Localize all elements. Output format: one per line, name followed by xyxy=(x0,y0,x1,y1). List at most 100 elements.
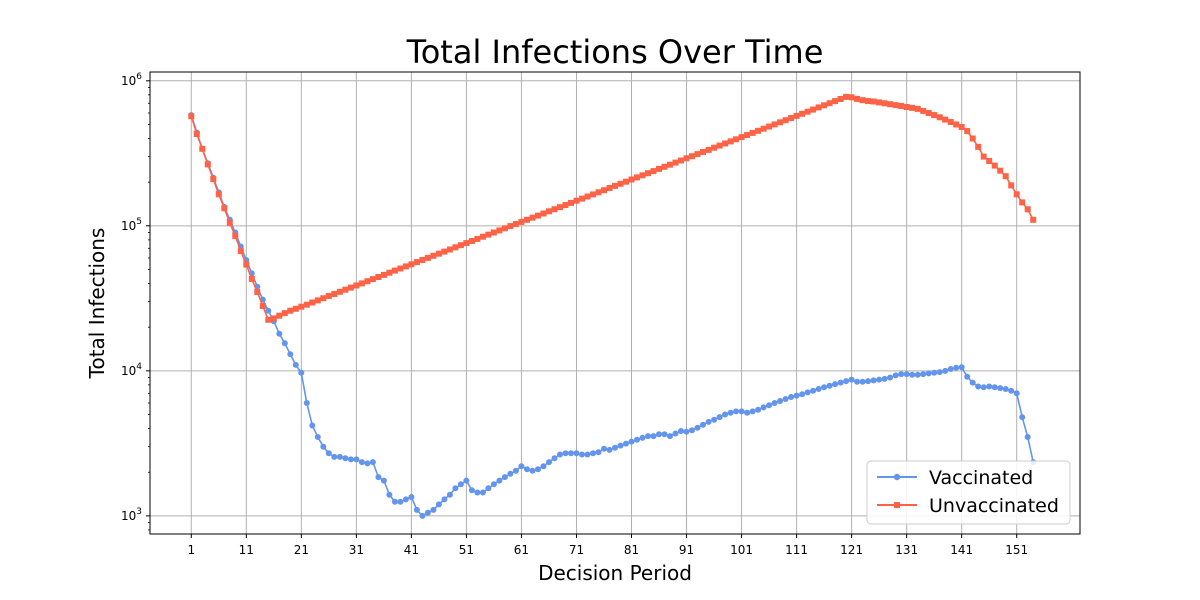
data-point xyxy=(760,125,767,132)
data-point xyxy=(358,459,365,466)
x-tick-label: 121 xyxy=(840,543,863,557)
data-point xyxy=(270,315,277,322)
data-point xyxy=(634,436,640,443)
data-point xyxy=(314,297,321,304)
data-point xyxy=(204,161,211,168)
data-point xyxy=(496,227,503,234)
data-point xyxy=(601,445,607,452)
data-point xyxy=(221,205,228,212)
data-point xyxy=(573,197,580,204)
data-point xyxy=(733,408,740,415)
data-point xyxy=(694,424,701,431)
data-point xyxy=(265,307,272,314)
data-point xyxy=(188,113,195,120)
data-point xyxy=(490,481,497,488)
data-point xyxy=(320,443,327,450)
data-point xyxy=(501,225,508,232)
data-point xyxy=(898,103,905,109)
data-point xyxy=(479,489,486,496)
data-point xyxy=(303,301,310,308)
data-point xyxy=(892,102,899,109)
legend-label-unvaccinated: Unvaccinated xyxy=(929,495,1059,517)
data-point xyxy=(799,391,806,398)
data-point xyxy=(881,375,888,382)
data-point xyxy=(815,386,822,392)
data-point xyxy=(986,158,993,164)
x-tick-label: 111 xyxy=(785,543,808,557)
data-point xyxy=(617,442,624,449)
data-point xyxy=(590,450,596,457)
legend-frame xyxy=(866,460,1071,525)
data-point xyxy=(413,506,420,513)
y-tick-label: 106 xyxy=(121,72,142,88)
data-point xyxy=(722,140,729,147)
data-point xyxy=(755,406,762,413)
data-point xyxy=(287,351,294,358)
data-point xyxy=(1013,390,1020,397)
data-point xyxy=(722,411,729,418)
data-point xyxy=(931,112,938,119)
data-point xyxy=(309,422,316,429)
data-point xyxy=(826,382,833,389)
data-point xyxy=(1030,216,1037,223)
data-point xyxy=(843,378,850,385)
data-point xyxy=(799,110,806,117)
data-point xyxy=(386,491,393,498)
data-point xyxy=(529,467,536,474)
data-point xyxy=(887,101,894,108)
data-point xyxy=(485,231,492,238)
y-tick-label: 103 xyxy=(121,507,142,523)
data-point xyxy=(777,119,784,126)
data-point xyxy=(760,404,767,411)
data-point xyxy=(683,428,690,435)
x-tick-label: 141 xyxy=(950,543,973,557)
data-point xyxy=(276,312,283,319)
data-point xyxy=(215,191,222,198)
data-point xyxy=(689,153,695,160)
data-point xyxy=(639,434,646,441)
data-point xyxy=(821,102,828,109)
legend-marker-vaccinated xyxy=(893,473,901,481)
data-point xyxy=(601,187,607,194)
data-point xyxy=(634,174,640,181)
data-point xyxy=(788,394,795,400)
data-point xyxy=(474,489,481,496)
data-point xyxy=(656,165,662,172)
data-point xyxy=(276,330,283,337)
data-point xyxy=(942,116,949,123)
data-point xyxy=(446,246,453,253)
data-point xyxy=(573,450,580,457)
data-point xyxy=(1013,191,1020,198)
data-point xyxy=(870,98,877,105)
data-point xyxy=(336,288,343,295)
data-point xyxy=(771,400,778,406)
data-point xyxy=(958,124,965,130)
data-point xyxy=(606,446,613,453)
data-point xyxy=(612,444,618,451)
data-point xyxy=(705,146,712,153)
data-point xyxy=(782,396,789,402)
data-point xyxy=(964,128,971,135)
data-point xyxy=(672,159,679,166)
data-point xyxy=(546,459,552,466)
data-point xyxy=(457,242,464,249)
data-point xyxy=(391,498,398,505)
data-point xyxy=(342,455,349,462)
data-point xyxy=(920,371,927,378)
legend-marker-unvaccinated xyxy=(894,502,900,508)
data-point xyxy=(870,377,877,384)
data-point xyxy=(865,98,872,105)
data-point xyxy=(1024,206,1031,213)
data-point xyxy=(463,477,470,484)
data-point xyxy=(650,433,657,440)
data-point xyxy=(997,385,1004,392)
plot-frame xyxy=(149,71,1081,535)
data-point xyxy=(650,168,657,175)
data-point xyxy=(386,269,393,276)
data-point xyxy=(446,491,453,498)
data-point xyxy=(881,100,888,107)
data-point xyxy=(909,371,916,378)
data-point xyxy=(821,384,828,391)
data-point xyxy=(887,374,894,381)
